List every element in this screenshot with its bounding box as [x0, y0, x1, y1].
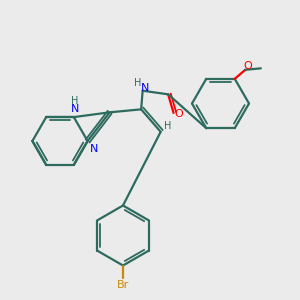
Text: O: O	[175, 110, 183, 119]
Text: N: N	[90, 144, 98, 154]
Text: Br: Br	[117, 280, 129, 290]
Text: H: H	[134, 78, 142, 88]
Text: N: N	[141, 83, 149, 93]
Text: N: N	[70, 104, 79, 114]
Text: O: O	[244, 61, 253, 71]
Text: H: H	[164, 121, 171, 131]
Text: H: H	[71, 97, 78, 106]
